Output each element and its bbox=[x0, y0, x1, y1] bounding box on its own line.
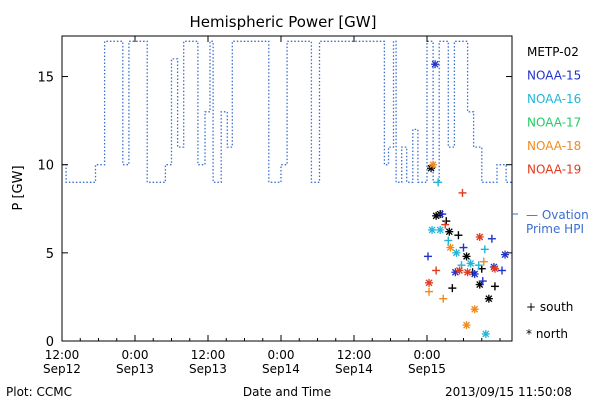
marker-legend-north: * north bbox=[526, 327, 568, 341]
south-point bbox=[444, 236, 453, 245]
north-point bbox=[466, 259, 475, 268]
south-point bbox=[434, 178, 443, 187]
south-point bbox=[479, 257, 488, 266]
south-point bbox=[459, 243, 468, 252]
south-point bbox=[439, 294, 448, 303]
y-axis: 0 5 10 15 bbox=[37, 71, 512, 350]
south-point bbox=[438, 210, 447, 219]
north-point bbox=[462, 252, 471, 261]
south-point bbox=[441, 220, 450, 229]
series-noaa-15 bbox=[424, 60, 510, 286]
legend-entry: METP-02 bbox=[527, 45, 579, 59]
south-point bbox=[454, 231, 463, 240]
marker-legend: + south * north bbox=[526, 300, 573, 341]
x-tick-label-date: Sep13 bbox=[189, 362, 227, 376]
y-tick-label: 5 bbox=[46, 247, 54, 262]
x-tick-label-time: 12:00 bbox=[337, 348, 372, 362]
south-point bbox=[487, 234, 496, 243]
south-point bbox=[474, 261, 483, 270]
north-point bbox=[484, 294, 493, 303]
plot-frame bbox=[61, 35, 513, 342]
ovation-step-line bbox=[62, 40, 512, 183]
marker-legend-south: + south bbox=[526, 300, 573, 314]
north-point bbox=[428, 225, 437, 234]
south-point bbox=[425, 287, 434, 296]
footer-timestamp: 2013/09/15 11:50:08 bbox=[445, 385, 572, 399]
y-tick-label: 10 bbox=[37, 159, 54, 174]
south-point bbox=[458, 188, 467, 197]
legend: METP-02 NOAA-15 NOAA-16 NOAA-17 NOAA-18 NOAA-… bbox=[527, 45, 581, 177]
south-point bbox=[480, 245, 489, 254]
x-tick-label-time: 0:00 bbox=[122, 348, 149, 362]
legend-entry: NOAA-15 bbox=[527, 69, 581, 83]
x-tick-label-date: Sep14 bbox=[335, 362, 373, 376]
north-point bbox=[431, 60, 440, 69]
south-point bbox=[490, 282, 499, 291]
x-tick-label-date: Sep13 bbox=[116, 362, 154, 376]
north-point bbox=[446, 243, 455, 252]
y-tick-label: 0 bbox=[46, 335, 54, 350]
footer-credit: Plot: CCMC bbox=[6, 385, 72, 399]
x-tick-label-time: 12:00 bbox=[45, 348, 80, 362]
data-points bbox=[424, 60, 510, 338]
x-tick-label-date: Sep14 bbox=[262, 362, 300, 376]
north-point bbox=[445, 227, 454, 236]
y-axis-label: P [GW] bbox=[11, 165, 26, 210]
north-point bbox=[470, 305, 479, 314]
legend-entry: NOAA-17 bbox=[527, 116, 581, 130]
south-point bbox=[498, 266, 507, 275]
series-noaa-19 bbox=[425, 188, 499, 287]
north-point bbox=[425, 278, 434, 287]
y-tick-label: 15 bbox=[37, 71, 54, 86]
legend-entry: NOAA-18 bbox=[527, 139, 581, 153]
x-tick-label-time: 12:00 bbox=[191, 348, 226, 362]
north-point bbox=[452, 248, 461, 257]
x-tick-label-time: 0:00 bbox=[414, 348, 441, 362]
x-tick-label-date: Sep12 bbox=[43, 362, 81, 376]
legend-entry: NOAA-16 bbox=[527, 92, 581, 106]
series-noaa-18 bbox=[425, 160, 488, 330]
ovation-legend-label-line2: Prime HPI bbox=[526, 222, 584, 236]
north-point bbox=[490, 264, 499, 273]
south-point bbox=[424, 252, 433, 261]
ovation-series bbox=[62, 40, 512, 183]
north-point bbox=[501, 250, 510, 259]
north-point bbox=[470, 270, 479, 279]
north-point bbox=[462, 321, 471, 330]
south-point bbox=[432, 266, 441, 275]
x-axis: 12:00Sep120:00Sep1312:00Sep130:00Sep1412… bbox=[43, 36, 501, 376]
north-point bbox=[463, 268, 472, 277]
x-tick-label-date: Sep15 bbox=[408, 362, 446, 376]
north-point bbox=[436, 225, 445, 234]
north-point bbox=[481, 329, 490, 338]
south-point bbox=[442, 217, 451, 226]
north-point bbox=[455, 266, 464, 275]
south-point bbox=[478, 277, 487, 286]
north-point bbox=[475, 232, 484, 241]
legend-entry: NOAA-19 bbox=[527, 163, 581, 177]
series-noaa-16 bbox=[428, 178, 490, 338]
x-tick-label-time: 0:00 bbox=[268, 348, 295, 362]
ovation-legend-label-line1: — Ovation bbox=[526, 208, 589, 222]
x-axis-label: Date and Time bbox=[243, 385, 331, 399]
chart-title: Hemispheric Power [GW] bbox=[190, 13, 377, 31]
north-point bbox=[429, 160, 438, 169]
south-point bbox=[448, 284, 457, 293]
